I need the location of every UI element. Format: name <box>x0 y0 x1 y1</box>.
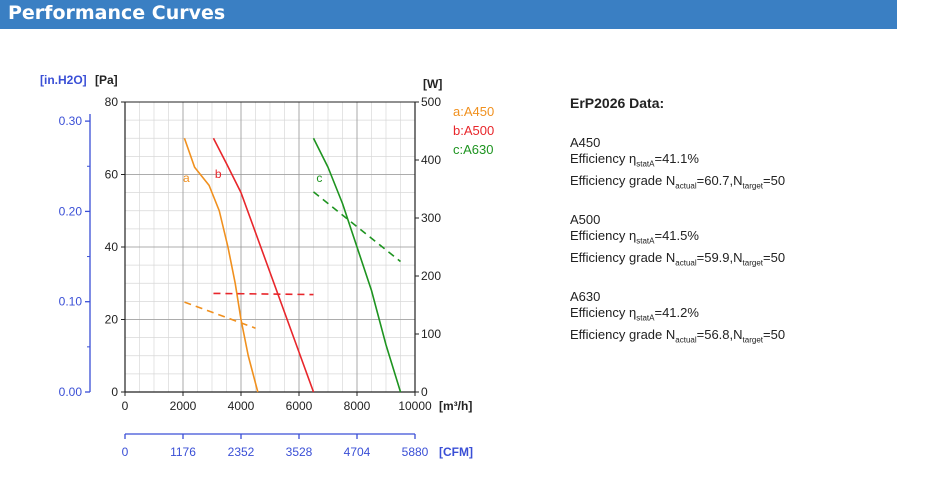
pressure-curve-c <box>312 137 402 393</box>
pa-tick-label: 0 <box>111 385 118 399</box>
x-tick-label: 10000 <box>398 399 432 413</box>
inh2o-tick-label: 0.10 <box>59 295 83 309</box>
chart-grid <box>124 101 416 393</box>
erp-model: A450 <box>570 135 601 150</box>
erp-efficiency: Efficiency ηstatA=41.1% <box>570 151 699 169</box>
w-tick-label: 500 <box>421 95 441 109</box>
performance-chart: 0 2000 4000 6000 8000 10000020406080010020030… <box>40 73 494 459</box>
cfm-tick-label: 4704 <box>344 445 371 459</box>
erp-item-a630: A630 Efficiency ηstatA=41.2% Efficiency … <box>570 289 890 348</box>
erp-efficiency: Efficiency ηstatA=41.2% <box>570 305 699 323</box>
x-tick-label: 4000 <box>228 399 255 413</box>
erp-efficiency: Efficiency ηstatA=41.5% <box>570 228 699 246</box>
legend-entry-a: a:A450 <box>453 104 494 119</box>
pa-unit-label: [Pa] <box>95 73 118 87</box>
curve-label-a: a <box>183 171 190 185</box>
cfm-tick-label: 3528 <box>286 445 313 459</box>
erp-item-a500: A500 Efficiency ηstatA=41.5% Efficiency … <box>570 212 890 271</box>
chart-axes <box>85 101 419 439</box>
pressure-curve-b <box>212 137 315 393</box>
w-tick-label: 100 <box>421 327 441 341</box>
pressure-curve-a <box>183 137 259 393</box>
curve-label-c: c <box>316 171 322 185</box>
power-curve-b <box>213 292 314 296</box>
inh2o-tick-label: 0.00 <box>59 385 83 399</box>
inh2o-tick-label: 0.30 <box>59 114 83 128</box>
erp-title: ErP2026 Data: <box>570 95 665 111</box>
cfm-tick-label: 0 <box>122 445 129 459</box>
x-tick-label: 0 <box>122 399 129 413</box>
pa-tick-label: 40 <box>105 240 119 254</box>
erp-data-panel: ErP2026 Data: A450 Efficiency ηstatA=41.… <box>570 95 890 367</box>
x-tick-label: 2000 <box>170 399 197 413</box>
w-unit-label: [W] <box>423 77 442 91</box>
cfm-tick-label: 1176 <box>170 445 196 459</box>
cfm-tick-label: 2352 <box>228 445 255 459</box>
erp-item-a450: A450 Efficiency ηstatA=41.1% Efficiency … <box>570 135 890 194</box>
pa-tick-label: 20 <box>105 313 119 327</box>
chart-labels: 0 2000 4000 6000 8000 10000020406080010020030… <box>40 73 494 459</box>
section-title: Performance Curves <box>8 2 226 24</box>
inh2o-tick-label: 0.20 <box>59 204 83 218</box>
section-header: Performance Curves <box>0 0 897 29</box>
pa-tick-label: 80 <box>105 95 119 109</box>
erp-model: A500 <box>570 212 601 228</box>
w-tick-label: 200 <box>421 269 441 283</box>
x-tick-label: 6000 <box>286 399 313 413</box>
chart-curves <box>183 137 402 393</box>
x-unit-label: [m³/h] <box>439 399 472 413</box>
x-tick-label: 8000 <box>344 399 371 413</box>
pa-tick-label: 60 <box>105 168 119 182</box>
erp-model: A630 <box>570 289 601 305</box>
erp-grade: Efficiency grade Nactual=59.9,Ntarget=50 <box>570 249 786 268</box>
legend-entry-c: c:A630 <box>453 142 493 157</box>
inh2o-unit-label: [in.H2O] <box>40 73 87 87</box>
erp-grade: Efficiency grade Nactual=56.8,Ntarget=50 <box>570 326 786 345</box>
curve-label-b: b <box>215 167 222 181</box>
cfm-tick-label: 5880 <box>402 445 429 459</box>
legend-entry-b: b:A500 <box>453 123 494 138</box>
erp-grade: Efficiency grade Nactual=60.7,Ntarget=50 <box>570 172 786 191</box>
w-tick-label: 0 <box>421 385 428 399</box>
cfm-unit-label: [CFM] <box>439 445 473 459</box>
w-tick-label: 400 <box>421 153 441 167</box>
w-tick-label: 300 <box>421 211 441 225</box>
power-curve-a <box>184 301 256 329</box>
power-curve-c <box>313 191 401 263</box>
